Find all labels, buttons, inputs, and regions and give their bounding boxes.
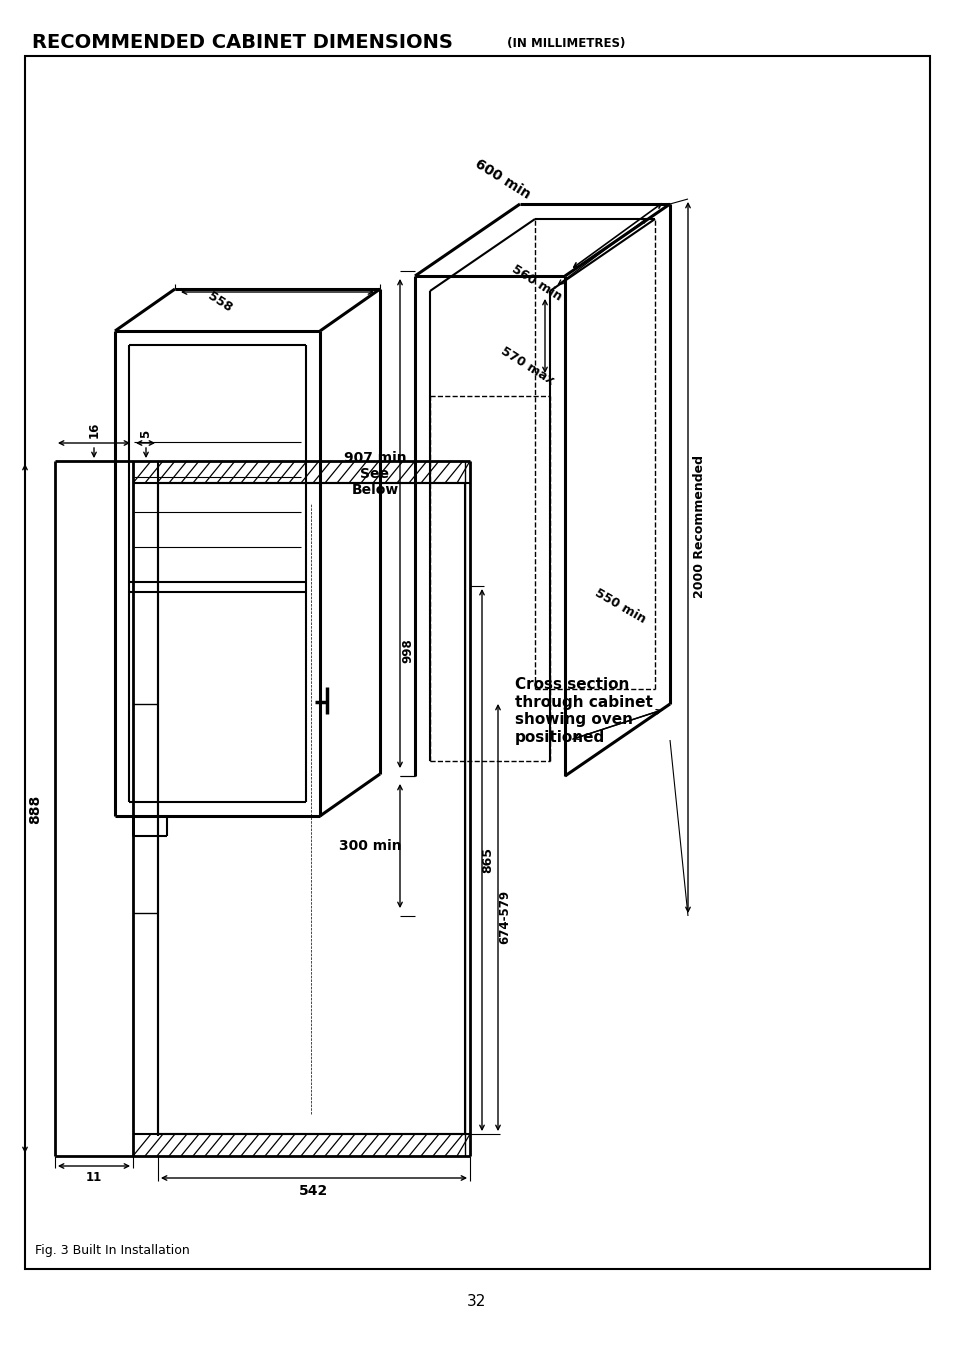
Text: 16: 16 xyxy=(88,422,100,438)
Text: 5: 5 xyxy=(139,430,152,438)
Text: 542: 542 xyxy=(299,1183,328,1198)
Text: 558: 558 xyxy=(205,289,234,315)
Text: 550 min: 550 min xyxy=(593,586,648,626)
Text: 998: 998 xyxy=(401,639,414,663)
Text: 570 max: 570 max xyxy=(497,345,556,388)
Text: 32: 32 xyxy=(467,1294,486,1309)
Text: 560 min: 560 min xyxy=(509,262,564,304)
Text: 300 min: 300 min xyxy=(338,839,401,852)
Text: 674-579: 674-579 xyxy=(498,890,511,944)
Text: Fig. 3 Built In Installation: Fig. 3 Built In Installation xyxy=(35,1244,190,1256)
Text: 907 min
See
Below: 907 min See Below xyxy=(343,451,406,497)
Text: Cross section
through cabinet
showing oven
positioned: Cross section through cabinet showing ov… xyxy=(515,677,652,744)
Text: 11: 11 xyxy=(86,1171,102,1183)
Bar xyxy=(25,55,929,1269)
Text: 2000 Recommended: 2000 Recommended xyxy=(693,454,706,597)
Text: 865: 865 xyxy=(481,847,494,873)
Text: 600 min: 600 min xyxy=(473,157,533,201)
Text: 888: 888 xyxy=(28,794,42,824)
Text: RECOMMENDED CABINET DIMENSIONS: RECOMMENDED CABINET DIMENSIONS xyxy=(32,32,453,51)
Text: (IN MILLIMETRES): (IN MILLIMETRES) xyxy=(502,36,625,50)
